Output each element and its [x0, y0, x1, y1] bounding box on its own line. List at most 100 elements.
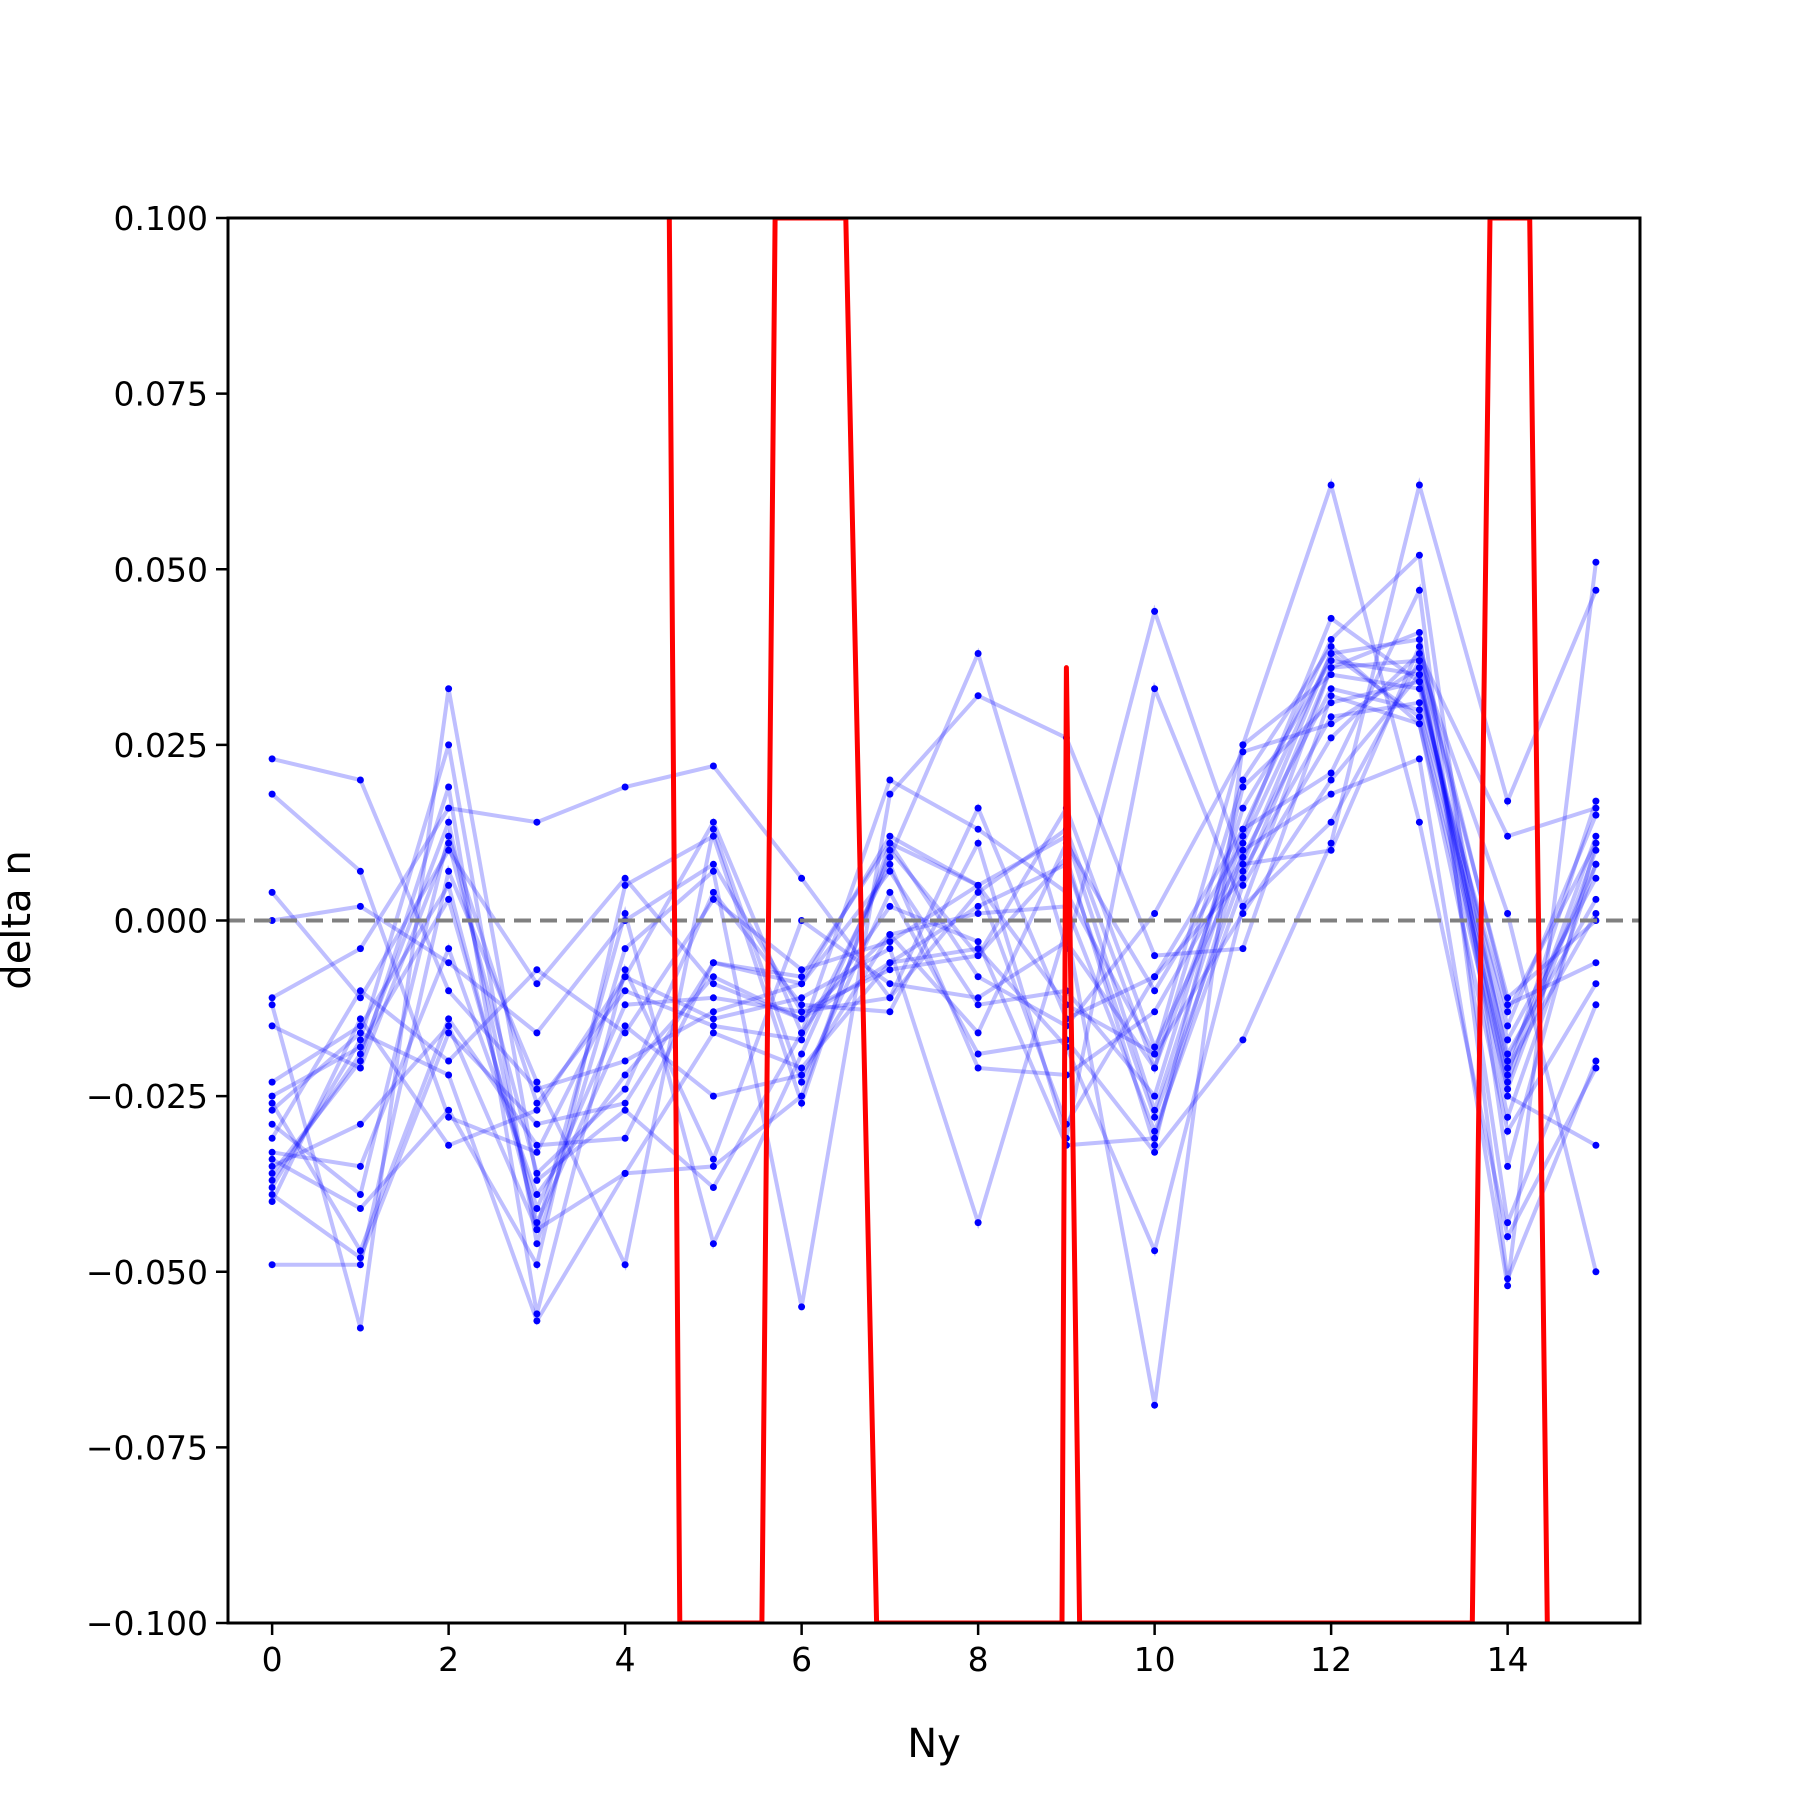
sample-point	[1504, 797, 1512, 805]
sample-point	[1504, 1050, 1512, 1058]
sample-point	[1327, 614, 1335, 622]
sample-point	[1504, 910, 1512, 917]
sample-point	[798, 1001, 806, 1009]
sample-point	[1504, 1233, 1512, 1241]
plot-area	[228, 218, 1640, 1623]
sample-point	[445, 1141, 453, 1149]
sample-point	[445, 1022, 453, 1030]
sample-point	[798, 966, 806, 974]
sample-point	[1327, 699, 1335, 707]
sample-point	[974, 952, 982, 960]
sample-point	[974, 650, 982, 657]
sample-point	[445, 839, 453, 847]
sample-point	[621, 881, 629, 889]
sample-point	[798, 1050, 806, 1058]
sample-point	[1327, 713, 1335, 721]
sample-point	[356, 1036, 364, 1044]
sample-point	[621, 966, 629, 974]
sample-series-line-15	[270, 478, 1598, 1406]
sample-point	[1504, 1092, 1512, 1100]
sample-point	[1151, 1247, 1159, 1255]
sample-point	[974, 910, 982, 917]
sample-point	[709, 895, 717, 903]
sample-point	[621, 1106, 629, 1114]
sample-point	[533, 1148, 541, 1156]
y-tick-label: 0.100	[114, 199, 208, 238]
sample-point	[268, 1078, 276, 1086]
sample-series-line-8	[270, 658, 1598, 1256]
x-tick-label: 0	[262, 1640, 283, 1679]
sample-series-line-2	[270, 700, 1598, 1124]
sample-point	[1415, 720, 1423, 728]
sample-point	[709, 1240, 717, 1248]
sample-point	[1327, 643, 1335, 650]
sample-point	[533, 1106, 541, 1114]
sample-point	[268, 1191, 276, 1198]
sample-point	[621, 1001, 629, 1009]
x-tick-label: 10	[1134, 1640, 1176, 1679]
sample-point	[886, 776, 894, 784]
sample-point	[974, 945, 982, 953]
sample-point	[533, 980, 541, 988]
sample-point	[445, 1071, 453, 1079]
sample-point	[709, 959, 717, 967]
y-tick-label: −0.025	[86, 1077, 208, 1116]
sample-point	[621, 987, 629, 995]
sample-point	[974, 881, 982, 889]
sample-point	[533, 1240, 541, 1248]
sample-point	[356, 867, 364, 875]
sample-point	[1151, 1043, 1159, 1051]
sample-point	[709, 832, 717, 840]
sample-point	[886, 853, 894, 861]
sample-point	[1239, 776, 1247, 784]
sample-point	[1504, 1064, 1512, 1072]
sample-point	[356, 1205, 364, 1212]
sample-point	[1592, 797, 1600, 805]
sample-point	[356, 945, 364, 953]
sample-point	[1239, 945, 1247, 953]
sample-point	[886, 945, 894, 953]
sample-point	[1592, 804, 1600, 812]
sample-point	[1151, 910, 1159, 917]
sample-point	[886, 839, 894, 847]
sample-point	[974, 1219, 982, 1227]
sample-point	[798, 874, 806, 882]
sample-point	[533, 1310, 541, 1318]
sample-point	[445, 1029, 453, 1037]
sample-point	[1239, 748, 1247, 756]
sample-point	[1151, 952, 1159, 960]
sample-point	[1415, 586, 1423, 594]
sample-point	[1415, 755, 1423, 763]
sample-point	[1504, 1008, 1512, 1016]
sample-point	[268, 1155, 276, 1163]
sample-point	[268, 1261, 276, 1269]
sample-point	[268, 790, 276, 798]
sample-point	[356, 1064, 364, 1072]
sample-point	[356, 1120, 364, 1128]
sample-point	[1592, 1057, 1600, 1065]
sample-point	[621, 973, 629, 981]
sample-point	[798, 980, 806, 988]
y-tick-label: −0.100	[86, 1604, 208, 1643]
sample-point	[356, 1043, 364, 1051]
sample-point	[1504, 1057, 1512, 1065]
x-tick-label: 12	[1310, 1640, 1352, 1679]
sample-point	[621, 1022, 629, 1030]
x-tick-label: 4	[615, 1640, 636, 1679]
sample-point	[974, 825, 982, 833]
y-axis-label: delta n	[0, 850, 40, 989]
sample-point	[886, 888, 894, 896]
sample-point	[445, 987, 453, 995]
sample-point	[974, 804, 982, 812]
sample-point	[1592, 586, 1600, 594]
sample-series-line-11	[271, 664, 1598, 1271]
sample-point	[356, 1324, 364, 1332]
sample-point	[621, 1099, 629, 1107]
sample-point	[1327, 776, 1335, 784]
sample-point	[1415, 643, 1423, 650]
sample-point	[798, 1008, 806, 1016]
sample-point	[1151, 607, 1159, 615]
sample-point	[621, 1134, 629, 1142]
sample-point	[1327, 720, 1335, 728]
sample-point	[886, 832, 894, 840]
